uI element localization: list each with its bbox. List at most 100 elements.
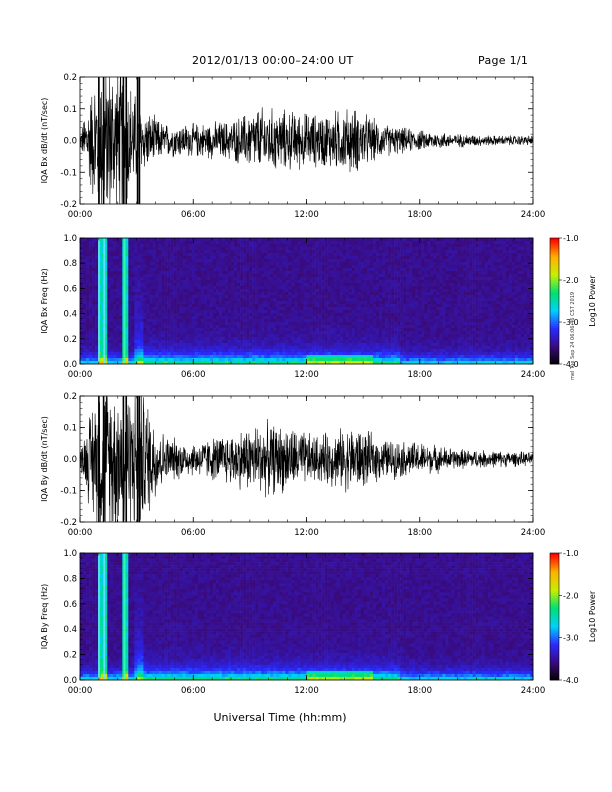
- heatmap-cell: [300, 301, 304, 305]
- heatmap-cell: [89, 241, 93, 245]
- heatmap-cell: [167, 346, 171, 350]
- heatmap-cell: [339, 274, 344, 278]
- heatmap-cell: [303, 256, 307, 260]
- heatmap-cell: [273, 250, 277, 254]
- heatmap-cell: [288, 295, 292, 299]
- heatmap-cell: [421, 286, 425, 290]
- heatmap-cell: [116, 352, 120, 356]
- heatmap-cell: [330, 334, 334, 338]
- heatmap-cell: [215, 241, 220, 245]
- heatmap-cell: [107, 337, 111, 341]
- heatmap-cell: [194, 298, 199, 302]
- heatmap-cell: [101, 247, 105, 251]
- heatmap-cell: [324, 265, 328, 269]
- heatmap-cell: [327, 274, 331, 278]
- heatmap-cell: [421, 289, 425, 293]
- heatmap-cell: [249, 346, 253, 350]
- heatmap-cell: [357, 304, 362, 308]
- heatmap-cell: [212, 265, 217, 269]
- heatmap-cell: [212, 298, 217, 302]
- heatmap-cell: [264, 352, 268, 356]
- heatmap-cell: [158, 244, 162, 248]
- heatmap-cell: [140, 286, 144, 290]
- heatmap-cell: [209, 289, 214, 293]
- heatmap-cell: [351, 247, 356, 251]
- heatmap-cell: [261, 343, 265, 347]
- heatmap-cell: [113, 244, 117, 248]
- heatmap-cell: [113, 304, 117, 308]
- heatmap-cell: [342, 280, 347, 284]
- heatmap-cell: [143, 268, 147, 272]
- heatmap-cell: [351, 301, 356, 305]
- heatmap-cell: [203, 283, 208, 287]
- heatmap-cell: [306, 352, 310, 356]
- heatmap-cell: [95, 307, 99, 311]
- heatmap-cell: [164, 313, 168, 317]
- heatmap-cell: [173, 241, 177, 245]
- heatmap-cell: [409, 301, 413, 305]
- heatmap-cell: [285, 334, 289, 338]
- heatmap-cell: [321, 277, 325, 281]
- heatmap-cell: [306, 247, 310, 251]
- heatmap-cell: [264, 301, 268, 305]
- heatmap-cell: [336, 328, 341, 332]
- heatmap-cell: [276, 256, 280, 260]
- heatmap-cell: [424, 307, 428, 311]
- heatmap-cell: [234, 295, 238, 299]
- heatmap-cell: [412, 277, 416, 281]
- heatmap-cell: [161, 298, 165, 302]
- heatmap-cell: [354, 346, 359, 350]
- heatmap-cell: [179, 247, 183, 251]
- heatmap-cell: [366, 322, 371, 326]
- heatmap-cell: [366, 313, 371, 317]
- heatmap-cell: [306, 304, 310, 308]
- heatmap-cell: [110, 259, 114, 263]
- heatmap-cell: [318, 274, 322, 278]
- heatmap-cell: [92, 313, 96, 317]
- heatmap-cell: [212, 322, 217, 326]
- heatmap-cell: [354, 244, 359, 248]
- heatmap-cell: [194, 268, 199, 272]
- heatmap-cell: [176, 301, 180, 305]
- heatmap-cell: [212, 295, 217, 299]
- heatmap-cell: [215, 289, 220, 293]
- heatmap-cell: [406, 244, 410, 248]
- heatmap-cell: [366, 337, 371, 341]
- heatmap-cell: [146, 256, 150, 260]
- heatmap-cell: [357, 262, 362, 266]
- heatmap-cell: [297, 334, 301, 338]
- heatmap-cell: [418, 319, 422, 323]
- heatmap-cell: [224, 331, 229, 335]
- heatmap-cell: [176, 256, 180, 260]
- heatmap-cell: [412, 340, 416, 344]
- heatmap-cell: [92, 307, 96, 311]
- heatmap-cell: [312, 304, 316, 308]
- heatmap-cell: [185, 277, 190, 281]
- heatmap-cell: [188, 307, 193, 311]
- heatmap-cell: [285, 358, 289, 362]
- heatmap-cell: [176, 283, 180, 287]
- heatmap-cell: [143, 310, 147, 314]
- heatmap-cell: [104, 262, 108, 266]
- heatmap-cell: [309, 265, 313, 269]
- heatmap-cell: [243, 355, 247, 359]
- heatmap-cell: [110, 334, 114, 338]
- heatmap-cell: [101, 337, 105, 341]
- heatmap-cell: [415, 238, 419, 242]
- heatmap-cell: [306, 265, 310, 269]
- heatmap-cell: [125, 325, 129, 329]
- heatmap-cell: [200, 247, 205, 251]
- heatmap-cell: [348, 331, 353, 335]
- heatmap-cell: [394, 241, 398, 245]
- heatmap-cell: [143, 262, 147, 266]
- heatmap-cell: [206, 301, 211, 305]
- heatmap-cell: [318, 265, 322, 269]
- heatmap-cell: [282, 292, 286, 296]
- heatmap-cell: [300, 313, 304, 317]
- heatmap-cell: [273, 247, 277, 251]
- heatmap-cell: [113, 334, 117, 338]
- heatmap-cell: [197, 286, 202, 290]
- heatmap-cell: [403, 343, 407, 347]
- heatmap-cell: [203, 334, 208, 338]
- heatmap-cell: [424, 310, 428, 314]
